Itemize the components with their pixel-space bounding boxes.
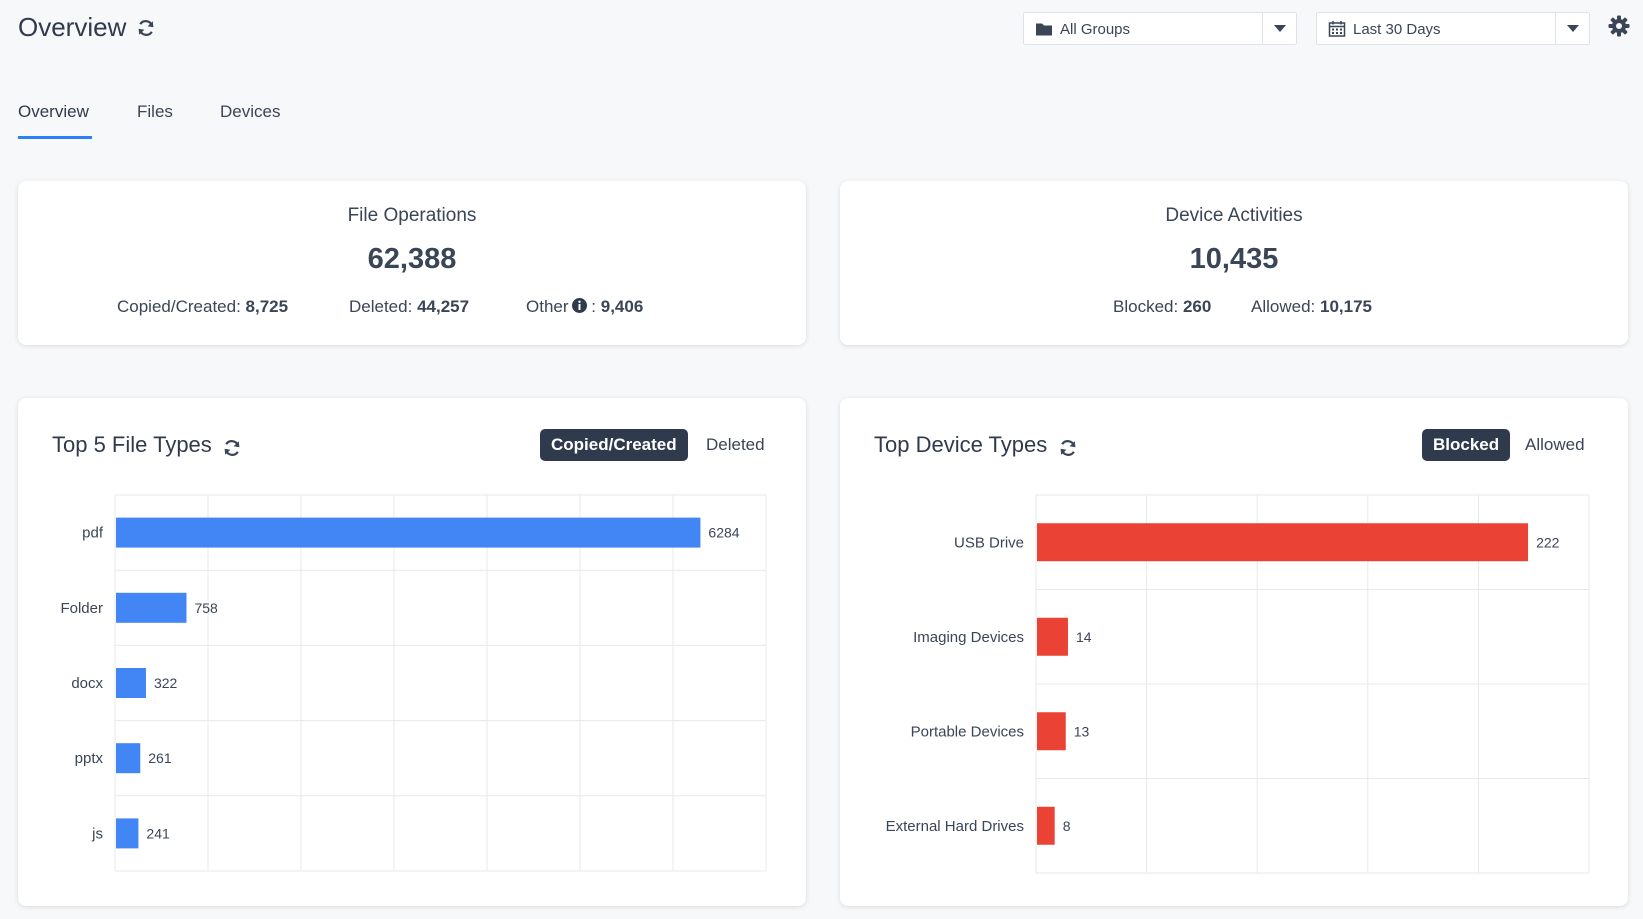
file-types-category-label: js (91, 825, 103, 842)
copied-created-toggle[interactable]: Copied/Created (540, 429, 688, 461)
device-types-category-label: External Hard Drives (886, 818, 1024, 835)
copied-created-label: Copied/Created: (117, 297, 241, 316)
file-types-category-label: pdf (82, 525, 104, 542)
allowed-value: 10,175 (1320, 297, 1372, 316)
copied-created-value: 8,725 (245, 297, 289, 316)
device-types-value-label: 222 (1536, 534, 1560, 550)
deleted-stat: Deleted: 44,257 (349, 297, 469, 317)
blocked-label: Blocked: (1113, 297, 1179, 316)
copied-created-stat: Copied/Created: 8,725 (117, 297, 288, 317)
device-types-value-label: 14 (1076, 629, 1092, 645)
device-types-bar[interactable] (1037, 712, 1066, 751)
deleted-toggle[interactable]: Deleted (706, 435, 765, 454)
allowed-label: Allowed: (1251, 297, 1316, 316)
file-operations-card: File Operations 62,388 Copied/Created: 8… (18, 181, 806, 345)
file-types-chart: pdf 6284 Folder 758 docx 322 pptx 261 js 241 (60, 494, 767, 872)
file-types-bar[interactable] (116, 818, 139, 849)
device-types-card: USB Drive 222 Imaging Devices 14 Portable De… (840, 398, 1628, 906)
device-types-bar[interactable] (1037, 806, 1055, 845)
device-activities-total: 10,435 (1189, 243, 1279, 275)
tab-devices[interactable]: Devices (220, 102, 281, 121)
chevron-down-icon (1567, 25, 1579, 32)
file-types-bar[interactable] (116, 668, 146, 698)
other-label: Other (526, 297, 569, 316)
chevron-down-icon (1274, 25, 1286, 32)
deleted-label: Deleted: (349, 297, 413, 316)
page-header: Overview All Groups Last 30 Days (0, 0, 1643, 60)
file-types-category-label: docx (71, 675, 103, 692)
file-types-bar[interactable] (116, 592, 187, 623)
date-range-dropdown[interactable]: Last 30 Days (1316, 12, 1590, 45)
tab-overview[interactable]: Overview (18, 102, 89, 121)
other-value: 9,406 (600, 297, 644, 316)
file-types-category-label: pptx (75, 750, 104, 767)
other-stat: Other : 9,406 (526, 297, 643, 317)
tab-bar: Overview Files Devices (0, 96, 400, 141)
groups-dropdown-toggle[interactable] (1262, 13, 1296, 44)
device-types-value-label: 13 (1074, 723, 1090, 739)
page-title: Overview (18, 12, 127, 42)
info-icon[interactable] (571, 298, 587, 313)
file-types-value-label: 322 (154, 675, 178, 691)
file-types-category-label: Folder (60, 600, 103, 617)
allowed-stat: Allowed: 10,175 (1251, 297, 1372, 317)
tab-files[interactable]: Files (137, 102, 173, 121)
date-range-value: Last 30 Days (1353, 21, 1441, 38)
file-operations-total: 62,388 (367, 243, 457, 275)
device-types-category-label: Imaging Devices (913, 629, 1024, 646)
device-types-title: Top Device Types (874, 432, 1048, 457)
gear-icon[interactable] (1608, 15, 1630, 37)
device-types-category-label: USB Drive (954, 534, 1024, 551)
blocked-toggle[interactable]: Blocked (1422, 429, 1511, 461)
file-types-value-label: 241 (146, 825, 170, 841)
folder-icon (1036, 23, 1052, 36)
device-types-chart: USB Drive 222 Imaging Devices 14 Portable De… (886, 494, 1590, 874)
file-types-card: pdf 6284 Folder 758 docx 322 pptx 261 js 241 Top … (18, 398, 806, 906)
calendar-icon (1328, 21, 1346, 37)
refresh-icon[interactable] (222, 438, 242, 458)
file-types-value-label: 758 (194, 600, 218, 616)
blocked-value: 260 (1182, 297, 1212, 316)
file-types-bar[interactable] (116, 517, 701, 548)
deleted-value: 44,257 (417, 297, 470, 316)
file-types-title: Top 5 File Types (52, 432, 212, 457)
file-types-grid (114, 494, 767, 872)
other-separator: : (591, 297, 596, 316)
file-types-value-label: 6284 (708, 525, 739, 541)
refresh-icon[interactable] (1058, 438, 1078, 458)
refresh-icon[interactable] (136, 18, 156, 38)
date-range-toggle[interactable] (1555, 13, 1589, 44)
device-activities-title: Device Activities (1165, 205, 1303, 226)
active-tab-indicator (18, 136, 92, 139)
groups-dropdown[interactable]: All Groups (1023, 12, 1297, 45)
device-types-category-label: Portable Devices (911, 723, 1024, 740)
device-types-bar[interactable] (1037, 523, 1529, 562)
blocked-stat: Blocked: 260 (1113, 297, 1211, 317)
device-types-value-label: 8 (1063, 818, 1071, 834)
allowed-toggle[interactable]: Allowed (1525, 435, 1585, 454)
device-activities-card: Device Activities 10,435 Blocked: 260 Al… (840, 181, 1628, 345)
file-operations-title: File Operations (347, 205, 477, 226)
device-types-bar[interactable] (1037, 617, 1068, 656)
file-types-bar[interactable] (116, 743, 141, 774)
file-types-value-label: 261 (148, 750, 172, 766)
groups-dropdown-value: All Groups (1060, 21, 1131, 38)
